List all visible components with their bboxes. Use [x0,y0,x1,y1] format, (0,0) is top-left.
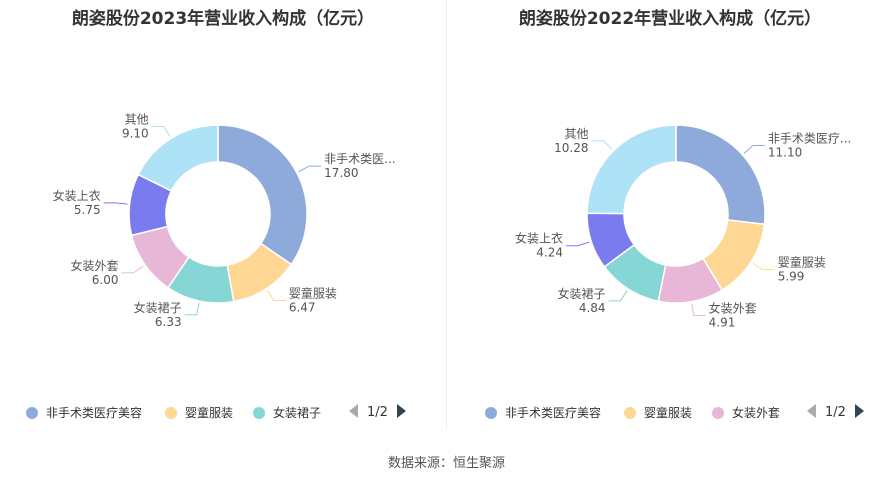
label-leader-line [743,144,765,154]
legend-item-kids-apparel[interactable]: 婴童服装 [624,403,692,423]
slice-label: 非手术类医疗... [768,131,851,145]
slice-value-label: 11.10 [768,145,802,159]
label-leader-line [103,202,128,205]
slice-label: 女装裙子 [558,286,606,301]
label-leader-line [752,262,775,271]
chart-title: 朗姿股份2022年营业收入构成（亿元） [518,9,822,29]
legend-label: 非手术类医疗美容 [505,406,602,420]
slice-label: 非手术类医... [324,152,395,166]
legend-label: 婴童服装 [644,406,693,420]
label-leader-line [184,302,200,316]
slice-value-label: 5.75 [74,203,101,217]
label-leader-line [566,241,590,247]
legend-dot [485,407,497,419]
legend-item-women-coats[interactable]: 女装外套 [712,403,780,423]
label-leader-line [151,125,171,137]
slice-value-label: 17.80 [324,166,358,180]
label-leader-line [266,290,286,302]
label-leader-line [608,290,628,302]
next-page-icon[interactable] [396,404,406,418]
slice-label: 女装裙子 [134,300,182,315]
chart-panel-2022: 朗姿股份2022年营业收入构成（亿元） 非手术类医疗... 11.10 婴童服装 5.… [447,0,893,440]
legend-pager: 1/2 [807,403,864,423]
slice-value-label: 10.28 [554,141,588,155]
prev-page-icon[interactable] [807,404,816,418]
slice-label: 其他 [125,112,149,126]
label-leader-line [691,303,706,316]
slice-label: 女装外套 [71,258,119,273]
legend-dot [26,407,38,419]
prev-page-icon[interactable] [349,404,358,418]
next-page-icon[interactable] [854,404,864,418]
donut-slice[interactable] [137,124,219,192]
legend-dot [165,407,177,419]
legend-label: 女装外套 [732,406,781,420]
slice-label: 婴童服装 [289,286,337,301]
legend-item-non-surgical-aesthetics[interactable]: 非手术类医疗美容 [26,403,142,423]
slice-label: 婴童服装 [778,255,826,270]
chart-panel-2023: 朗姿股份2023年营业收入构成（亿元） 非手术类医... 17.80 婴童服装 6.4… [0,0,446,440]
legend-dot [712,407,724,419]
slice-label: 女装上衣 [53,188,101,203]
slice-label: 女装上衣 [515,231,563,246]
slice-value-label: 9.10 [122,126,149,140]
slice-value-label: 5.99 [778,270,805,284]
slice-value-label: 4.91 [709,315,736,329]
slice-value-label: 4.24 [536,246,563,260]
legend-page-indicator: 1/2 [367,405,388,420]
legend-dot [624,407,636,419]
legend-item-non-surgical-aesthetics[interactable]: 非手术类医疗美容 [485,403,601,423]
legend-label: 婴童服装 [185,406,234,420]
legend-dot [253,407,265,419]
label-leader-line [591,140,613,150]
slice-value-label: 4.84 [579,301,606,315]
legend-item-kids-apparel[interactable]: 婴童服装 [165,403,233,423]
donut-slice[interactable] [586,124,677,215]
legend-label: 女装裙子 [273,406,322,420]
chart-title: 朗姿股份2023年营业收入构成（亿元） [71,9,375,29]
slice-value-label: 6.00 [92,273,119,287]
donut-slice[interactable] [217,124,308,266]
chart-legend: 非手术类医疗美容 婴童服装 女装外套 1/2 [447,403,893,425]
label-leader-line [298,165,322,173]
panel-divider [446,0,447,430]
label-leader-line [121,265,144,274]
donut-slice[interactable] [675,124,766,226]
legend-pager: 1/2 [349,403,406,423]
legend-item-women-skirts[interactable]: 女装裙子 [253,403,321,423]
slice-value-label: 6.47 [289,301,316,315]
legend-label: 非手术类医疗美容 [46,406,143,420]
slice-label: 其他 [564,127,588,141]
slice-value-label: 6.33 [155,315,182,329]
legend-page-indicator: 1/2 [825,405,846,420]
chart-legend: 非手术类医疗美容 婴童服装 女装裙子 1/2 [0,403,446,425]
data-source-note: 数据来源：恒生聚源 [387,456,505,471]
slice-label: 女装外套 [709,300,757,315]
